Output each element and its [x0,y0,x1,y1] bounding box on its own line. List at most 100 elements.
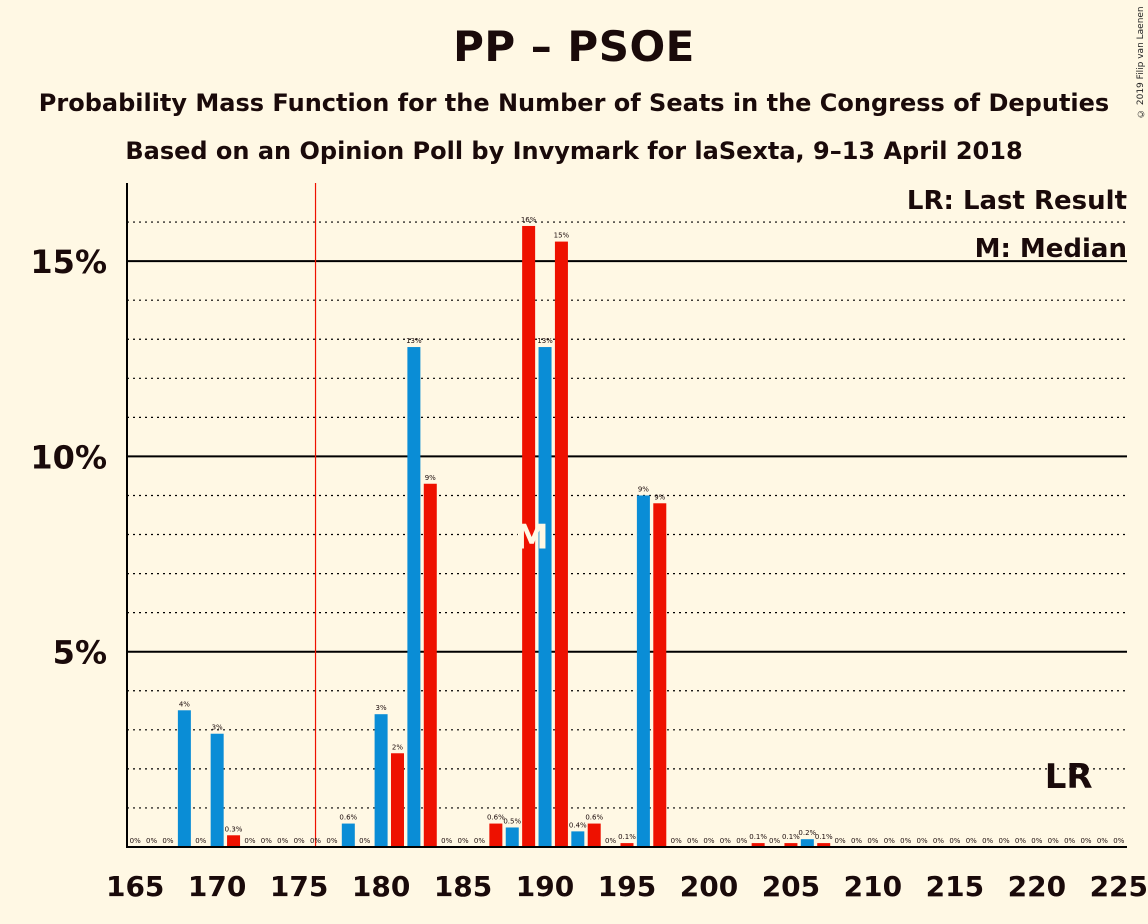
bar-189 [522,225,536,847]
data-label-189: 16% [521,216,537,224]
data-label-175: 0% [294,837,305,845]
data-label-174: 0% [277,837,288,845]
data-label-216: 0% [966,837,977,845]
data-label-194: 0% [605,837,616,845]
x-tick-label: 170 [188,870,246,903]
bar-180 [374,714,388,847]
data-label-201: 0% [720,837,731,845]
data-label-179: 0% [359,837,370,845]
data-label-195: 0.1% [618,833,636,841]
data-label-202: 0% [736,837,747,845]
data-label-191: 15% [554,232,570,240]
data-label-167: 0% [162,837,173,845]
x-tick-label: 190 [516,870,574,903]
axes: 5% 10% 15% 165 170 175 180 185 190 195 200 205 210 21… [30,183,1148,903]
data-label-196: 9% [638,485,649,493]
y-tick-label: 5% [53,634,107,672]
data-label-172: 0% [244,837,255,845]
data-label-178: 0.6% [339,814,357,822]
chart-title: PP – PSOE [453,22,695,71]
data-label-200: 0% [703,837,714,845]
y-tick-label: 10% [30,438,107,476]
data-label-181: 2% [392,743,403,751]
x-tick-label: 215 [926,870,984,903]
bar-171 [227,835,241,847]
data-label-215: 0% [949,837,960,845]
x-tick-label: 165 [106,870,164,903]
data-label-188: 0.5% [503,817,521,825]
data-label-203: 0.1% [749,833,767,841]
data-label-204: 0% [769,837,780,845]
data-label-222: 0% [1064,837,1075,845]
data-label-207: 0.1% [815,833,833,841]
x-tick-label: 180 [352,870,410,903]
data-label-199: 0% [687,837,698,845]
bar-196 [636,495,650,847]
bar-206 [800,839,814,847]
bar-series [177,225,831,847]
bar-183 [423,483,437,847]
x-tick-label: 175 [270,870,328,903]
data-label-213: 0% [917,837,928,845]
data-label-168: 4% [179,700,190,708]
data-label-219: 0% [1015,837,1026,845]
x-tick-label: 200 [680,870,738,903]
data-label-190: 13% [537,337,553,345]
data-label-224: 0% [1097,837,1108,845]
data-label-197: 9% [654,493,665,501]
data-label-169: 0% [195,837,206,845]
data-label-166: 0% [146,837,157,845]
data-label-220: 0% [1031,837,1042,845]
x-tick-label: 220 [1008,870,1066,903]
data-label-165: 0% [130,837,141,845]
data-label-192: 0.4% [569,821,587,829]
grid-lines [127,183,1127,847]
data-label-198: 0% [671,837,682,845]
bar-190 [538,347,552,847]
data-label-211: 0% [884,837,895,845]
bar-192 [571,831,585,847]
data-label-186: 0% [474,837,485,845]
data-label-170: 3% [212,724,223,732]
data-label-187: 0.6% [487,814,505,822]
legend: LR: Last Result M: Median [907,186,1127,264]
data-label-217: 0% [982,837,993,845]
data-label-225: 0% [1113,837,1124,845]
data-label-176: 0% [310,837,321,845]
data-label-205: 0.1% [782,833,800,841]
bar-207 [817,843,831,847]
data-label-214: 0% [933,837,944,845]
data-labels: 0% 0% 0%4%0%3%0.3%0% 0% 0% 0% 0% 0%0.6%0%3%2%13… [130,216,1125,845]
bar-195 [620,843,634,847]
bar-193 [587,823,601,847]
bar-188 [505,827,519,847]
bar-203 [751,843,765,847]
data-label-177: 0% [326,837,337,845]
bar-187 [489,823,503,847]
data-label-173: 0% [261,837,272,845]
data-label-206: 0.2% [798,829,816,837]
y-tick-label: 15% [30,243,107,281]
data-label-184: 0% [441,837,452,845]
data-label-208: 0% [835,837,846,845]
bar-205 [784,843,798,847]
data-label-210: 0% [867,837,878,845]
x-tick-label: 195 [598,870,656,903]
legend-entry: LR: Last Result [907,186,1127,216]
x-tick-label: 205 [762,870,820,903]
x-tick-label: 225 [1090,870,1148,903]
data-label-180: 3% [376,704,387,712]
data-label-209: 0% [851,837,862,845]
data-label-182: 13% [406,337,422,345]
chart-subtitle: Probability Mass Function for the Number… [38,89,1110,117]
bar-182 [407,347,421,847]
bar-178 [341,823,355,847]
data-label-221: 0% [1048,837,1059,845]
chart-subtitle-poll: Based on an Opinion Poll by Invymark for… [125,137,1023,165]
data-label-223: 0% [1080,837,1091,845]
data-label-218: 0% [998,837,1009,845]
data-label-193: 0.6% [585,814,603,822]
legend-entry: M: Median [975,234,1127,264]
median-marker: M [515,517,549,557]
